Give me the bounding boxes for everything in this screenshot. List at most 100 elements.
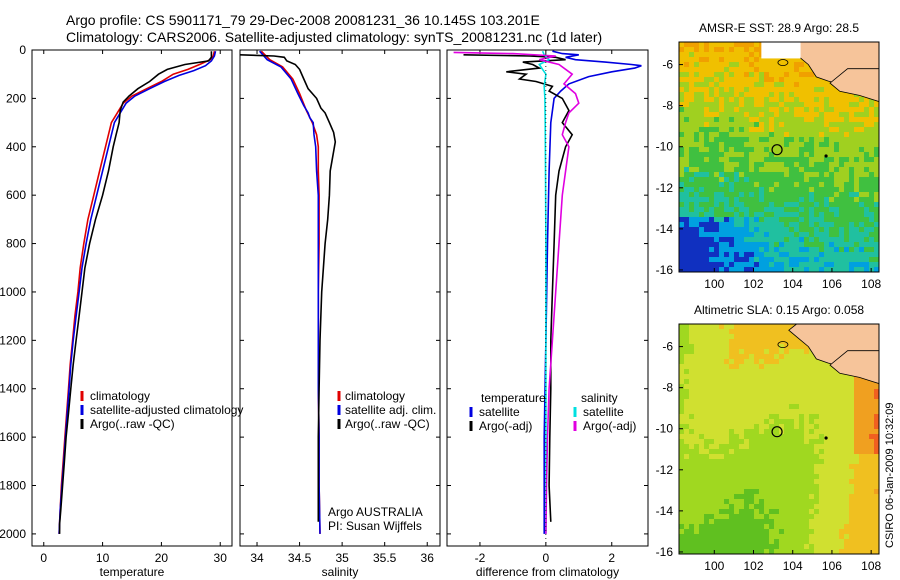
heatmap-cell	[864, 509, 870, 515]
heatmap-cell	[744, 364, 750, 370]
heatmap-cell	[759, 107, 765, 113]
heatmap-cell	[734, 187, 740, 193]
heatmap-cell	[854, 122, 860, 128]
heatmap-cell	[824, 469, 830, 475]
heatmap-cell	[784, 504, 790, 510]
heatmap-cell	[859, 137, 865, 143]
heatmap-cell	[779, 329, 785, 335]
heatmap-cell	[774, 539, 780, 545]
heatmap-cell	[809, 429, 815, 435]
heatmap-cell	[759, 464, 765, 470]
heatmap-cell	[724, 454, 730, 460]
heatmap-cell	[829, 157, 835, 163]
heatmap-cell	[679, 384, 685, 390]
heatmap-cell	[809, 369, 815, 375]
heatmap-cell	[679, 394, 685, 400]
heatmap-cell	[819, 504, 825, 510]
heatmap-cell	[849, 172, 855, 178]
heatmap-cell	[724, 247, 730, 253]
heatmap-cell	[794, 102, 800, 108]
heatmap-cell	[729, 424, 735, 430]
heatmap-cell	[754, 237, 760, 243]
heatmap-cell	[824, 394, 830, 400]
heatmap-cell	[779, 217, 785, 223]
heatmap-cell	[734, 122, 740, 128]
heatmap-cell	[819, 509, 825, 515]
heatmap-cell	[859, 227, 865, 233]
heatmap-cell	[759, 242, 765, 248]
heatmap-cell	[844, 464, 850, 470]
heatmap-cell	[774, 454, 780, 460]
heatmap-cell	[829, 172, 835, 178]
heatmap-cell	[704, 172, 710, 178]
heatmap-cell	[804, 499, 810, 505]
heatmap-cell	[824, 399, 830, 405]
heatmap-cell	[864, 514, 870, 520]
heatmap-cell	[809, 459, 815, 465]
heatmap-cell	[804, 122, 810, 128]
heatmap-cell	[784, 227, 790, 233]
heatmap-cell	[709, 499, 715, 505]
heatmap-cell	[739, 534, 745, 540]
heatmap-cell	[739, 459, 745, 465]
heatmap-cell	[704, 147, 710, 153]
heatmap-cell	[834, 112, 840, 118]
heatmap-cell	[769, 439, 775, 445]
heatmap-cell	[679, 247, 685, 253]
heatmap-cell	[824, 479, 830, 485]
heatmap-cell	[714, 534, 720, 540]
heatmap-cell	[779, 384, 785, 390]
heatmap-cell	[704, 399, 710, 405]
heatmap-cell	[814, 519, 820, 525]
heatmap-cell	[789, 177, 795, 183]
heatmap-cell	[769, 82, 775, 88]
heatmap-cell	[679, 419, 685, 425]
heatmap-cell	[734, 92, 740, 98]
heatmap-cell	[784, 202, 790, 208]
heatmap-cell	[864, 182, 870, 188]
heatmap-cell	[824, 459, 830, 465]
heatmap-cell	[754, 454, 760, 460]
heatmap-cell	[709, 122, 715, 128]
heatmap-cell	[829, 519, 835, 525]
heatmap-cell	[709, 167, 715, 173]
heatmap-cell	[689, 247, 695, 253]
heatmap-cell	[769, 237, 775, 243]
heatmap-cell	[694, 534, 700, 540]
heatmap-cell	[784, 429, 790, 435]
heatmap-cell	[799, 117, 805, 123]
heatmap-cell	[724, 57, 730, 63]
heatmap-cell	[704, 232, 710, 238]
heatmap-cell	[784, 544, 790, 550]
heatmap-cell	[839, 444, 845, 450]
heatmap-cell	[794, 132, 800, 138]
heatmap-cell	[799, 464, 805, 470]
heatmap-cell	[749, 127, 755, 133]
heatmap-cell	[679, 67, 685, 73]
heatmap-cell	[679, 97, 685, 103]
heatmap-cell	[829, 92, 835, 98]
heatmap-cell	[799, 102, 805, 108]
heatmap-cell	[794, 494, 800, 500]
heatmap-cell	[784, 222, 790, 228]
heatmap-cell	[819, 389, 825, 395]
heatmap-cell	[739, 414, 745, 420]
heatmap-cell	[869, 524, 875, 530]
heatmap-cell	[844, 222, 850, 228]
heatmap-cell	[809, 529, 815, 535]
heatmap-cell	[849, 142, 855, 148]
heatmap-cell	[784, 152, 790, 158]
heatmap-cell	[789, 419, 795, 425]
heatmap-cell	[854, 414, 860, 420]
heatmap-cell	[789, 444, 795, 450]
heatmap-cell	[869, 519, 875, 525]
heatmap-cell	[704, 364, 710, 370]
heatmap-cell	[759, 439, 765, 445]
heatmap-cell	[854, 132, 860, 138]
heatmap-cell	[779, 449, 785, 455]
heatmap-cell	[819, 484, 825, 490]
heatmap-cell	[794, 434, 800, 440]
heatmap-cell	[769, 499, 775, 505]
heatmap-cell	[759, 232, 765, 238]
heatmap-cell	[774, 489, 780, 495]
